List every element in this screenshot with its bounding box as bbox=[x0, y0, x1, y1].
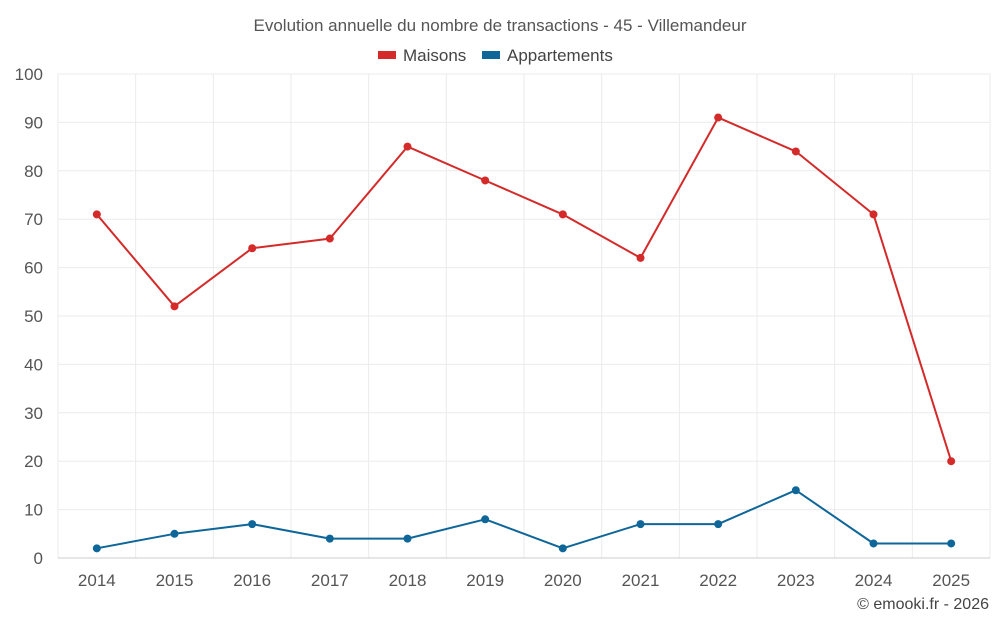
x-tick-label: 2017 bbox=[311, 571, 349, 590]
data-point-appartements[interactable] bbox=[636, 520, 645, 529]
x-tick-label: 2015 bbox=[156, 571, 194, 590]
y-tick-label: 20 bbox=[24, 452, 43, 471]
y-tick-label: 10 bbox=[24, 501, 43, 520]
y-tick-label: 100 bbox=[15, 65, 43, 84]
gridlines bbox=[57, 73, 991, 559]
data-point-appartements[interactable] bbox=[325, 534, 334, 543]
legend: Maisons Appartements bbox=[378, 46, 613, 65]
data-point-appartements[interactable] bbox=[481, 515, 490, 524]
series-line-maisons bbox=[96, 116, 953, 462]
data-point-maisons[interactable] bbox=[791, 147, 800, 156]
x-tick-label: 2025 bbox=[932, 571, 970, 590]
y-tick-label: 30 bbox=[24, 404, 43, 423]
chart-title: Evolution annuelle du nombre de transact… bbox=[254, 16, 747, 35]
data-point-appartements[interactable] bbox=[947, 539, 956, 548]
data-point-appartements[interactable] bbox=[92, 544, 101, 553]
credit-text: © emooki.fr - 2026 bbox=[857, 596, 989, 613]
data-point-maisons[interactable] bbox=[947, 457, 956, 466]
data-point-maisons[interactable] bbox=[869, 210, 878, 219]
legend-swatch-appartements bbox=[482, 51, 500, 59]
y-tick-label: 80 bbox=[24, 162, 43, 181]
data-point-maisons[interactable] bbox=[248, 244, 257, 253]
legend-swatch-maisons bbox=[378, 51, 396, 59]
data-point-maisons[interactable] bbox=[558, 210, 567, 219]
x-axis: 2014 2015 2016 2017 2018 2019 2020 2021 2022 2023… bbox=[58, 557, 990, 590]
data-point-maisons[interactable] bbox=[92, 210, 101, 219]
x-tick-label: 2016 bbox=[233, 571, 271, 590]
series bbox=[92, 113, 956, 553]
y-tick-label: 70 bbox=[24, 210, 43, 229]
y-tick-label: 40 bbox=[24, 355, 43, 374]
y-axis: 0 10 20 30 40 50 60 70 80 90 100 bbox=[15, 65, 43, 568]
data-point-appartements[interactable] bbox=[170, 529, 179, 538]
y-tick-label: 60 bbox=[24, 259, 43, 278]
legend-label-appartements[interactable]: Appartements bbox=[507, 46, 613, 65]
data-point-appartements[interactable] bbox=[791, 486, 800, 495]
data-point-appartements[interactable] bbox=[403, 534, 412, 543]
data-point-maisons[interactable] bbox=[714, 113, 723, 122]
y-tick-label: 0 bbox=[34, 549, 43, 568]
data-point-appartements[interactable] bbox=[714, 520, 723, 529]
x-tick-label: 2023 bbox=[777, 571, 815, 590]
x-tick-label: 2022 bbox=[699, 571, 737, 590]
y-tick-label: 90 bbox=[24, 113, 43, 132]
data-point-appartements[interactable] bbox=[248, 520, 257, 529]
data-point-maisons[interactable] bbox=[325, 234, 334, 243]
x-tick-label: 2021 bbox=[622, 571, 660, 590]
x-tick-label: 2019 bbox=[466, 571, 504, 590]
data-point-maisons[interactable] bbox=[481, 176, 490, 185]
data-point-appartements[interactable] bbox=[558, 544, 567, 553]
y-tick-label: 50 bbox=[24, 307, 43, 326]
x-tick-label: 2018 bbox=[389, 571, 427, 590]
x-tick-label: 2014 bbox=[78, 571, 116, 590]
series-line-appartements bbox=[96, 489, 952, 550]
data-point-maisons[interactable] bbox=[403, 142, 412, 151]
data-point-appartements[interactable] bbox=[869, 539, 878, 548]
data-point-maisons[interactable] bbox=[170, 302, 179, 311]
legend-label-maisons[interactable]: Maisons bbox=[403, 46, 466, 65]
data-point-maisons[interactable] bbox=[636, 253, 645, 262]
x-tick-label: 2024 bbox=[855, 571, 893, 590]
x-tick-label: 2020 bbox=[544, 571, 582, 590]
